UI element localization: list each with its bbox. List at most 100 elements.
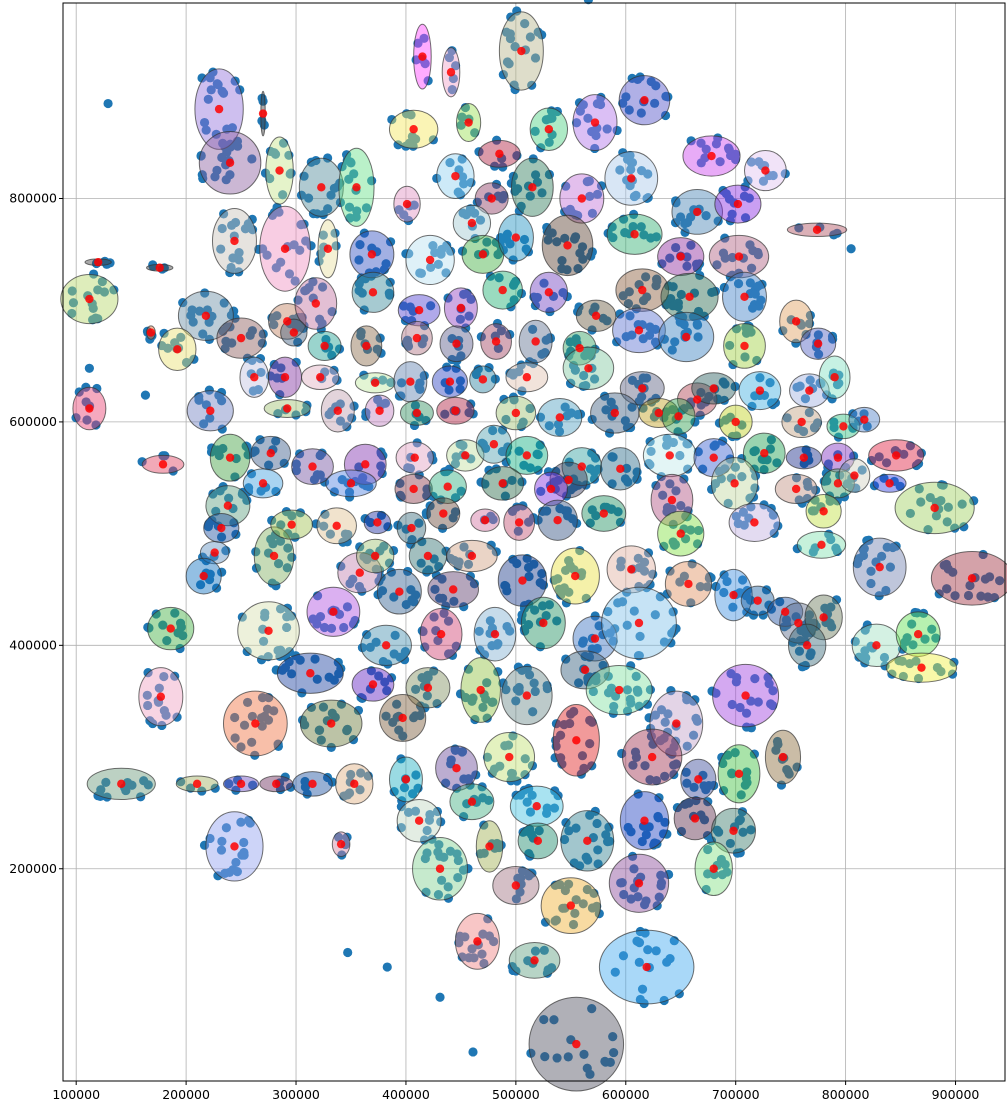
- data-point: [296, 220, 306, 230]
- data-point: [337, 162, 347, 172]
- data-point: [497, 425, 508, 435]
- data-point: [675, 212, 686, 222]
- data-point: [782, 413, 792, 423]
- data-point: [599, 502, 609, 512]
- cluster-centroid: [464, 118, 473, 127]
- data-point: [81, 397, 91, 407]
- data-point: [450, 507, 461, 517]
- data-point: [247, 326, 257, 336]
- data-point: [642, 699, 653, 709]
- outlier-point: [435, 992, 445, 1002]
- data-point: [712, 260, 722, 270]
- data-point: [396, 391, 406, 401]
- cluster-centroid: [638, 285, 647, 295]
- cluster-centroid: [327, 719, 336, 728]
- data-point: [686, 240, 696, 250]
- data-point: [335, 178, 345, 188]
- data-point: [282, 612, 292, 622]
- data-point: [633, 687, 643, 697]
- data-point: [234, 248, 244, 258]
- data-point: [539, 1014, 549, 1025]
- data-point: [942, 584, 952, 594]
- data-point: [686, 598, 696, 608]
- data-point: [703, 844, 713, 855]
- data-point: [625, 311, 635, 321]
- data-point: [879, 652, 890, 663]
- data-point: [247, 214, 257, 224]
- data-point: [656, 471, 666, 482]
- data-point: [768, 170, 778, 181]
- cluster-centroid: [780, 607, 790, 617]
- cluster-centroid: [436, 629, 446, 639]
- cluster-centroid: [289, 328, 299, 337]
- data-point: [481, 694, 491, 704]
- data-point: [412, 438, 422, 448]
- data-point: [356, 327, 366, 337]
- cluster-centroid: [283, 317, 292, 326]
- data-point: [703, 869, 713, 879]
- data-point: [463, 559, 474, 569]
- data-point: [269, 148, 279, 158]
- data-point: [440, 409, 450, 419]
- data-point: [546, 963, 557, 973]
- cluster-centroid: [740, 292, 749, 301]
- data-point: [622, 685, 633, 695]
- data-point: [652, 839, 662, 849]
- cluster-centroid: [555, 413, 565, 422]
- data-point: [206, 85, 216, 95]
- data-point: [931, 511, 942, 521]
- data-point: [466, 294, 476, 304]
- data-point: [89, 269, 99, 279]
- data-point: [342, 422, 352, 432]
- data-point: [731, 511, 741, 522]
- data-point: [727, 699, 737, 710]
- cluster-centroid: [580, 665, 590, 675]
- data-point: [465, 204, 476, 214]
- data-point: [337, 850, 347, 860]
- cluster-centroid: [885, 479, 894, 488]
- data-point: [282, 563, 292, 573]
- data-point: [860, 646, 870, 656]
- data-point: [701, 144, 711, 154]
- data-point: [500, 491, 510, 501]
- data-point: [490, 374, 500, 384]
- cluster-centroid: [505, 752, 514, 762]
- data-point: [764, 679, 774, 689]
- data-point: [543, 235, 553, 245]
- data-point: [573, 678, 584, 688]
- cluster-centroid: [336, 839, 346, 849]
- data-point: [593, 845, 603, 855]
- cluster-centroid: [467, 797, 477, 806]
- data-point: [848, 409, 858, 419]
- data-point: [258, 636, 269, 646]
- data-point: [185, 783, 196, 793]
- data-point: [907, 619, 917, 629]
- data-point: [283, 543, 293, 553]
- cluster-centroid: [729, 826, 738, 835]
- data-point: [399, 301, 409, 311]
- data-point: [520, 626, 530, 636]
- data-point: [422, 691, 432, 701]
- data-point: [312, 674, 322, 684]
- cluster-centroid: [533, 836, 543, 846]
- data-point: [417, 536, 427, 547]
- data-point: [421, 415, 431, 426]
- data-point: [430, 584, 440, 595]
- data-point: [616, 878, 626, 888]
- data-point: [384, 288, 394, 298]
- data-point: [151, 609, 161, 619]
- cluster-centroid: [799, 453, 809, 462]
- data-point: [593, 859, 603, 869]
- data-point: [711, 688, 721, 698]
- data-point: [334, 344, 345, 354]
- data-point: [682, 261, 692, 271]
- data-point: [813, 349, 824, 359]
- cluster-centroid: [614, 685, 624, 695]
- data-point: [502, 621, 512, 632]
- data-point: [556, 730, 566, 740]
- data-point: [661, 440, 672, 450]
- data-point: [693, 525, 704, 536]
- data-point: [272, 311, 282, 321]
- data-point: [739, 191, 750, 201]
- data-point: [589, 474, 600, 484]
